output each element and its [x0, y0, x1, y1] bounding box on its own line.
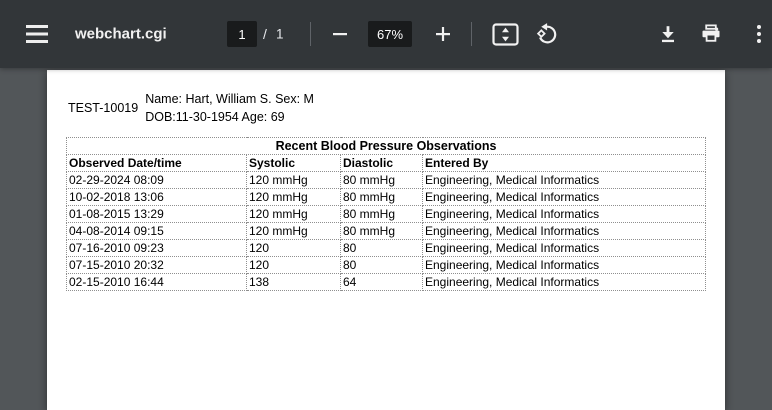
- print-icon: [700, 23, 722, 45]
- table-cell: Engineering, Medical Informatics: [421, 256, 707, 274]
- patient-name-sex: Name: Hart, William S. Sex: M: [145, 92, 314, 106]
- patient-id: TEST-10019: [68, 101, 139, 115]
- table-cell: 138: [246, 273, 341, 291]
- patient-header: TEST-10019 Name: Hart, William S. Sex: M…: [68, 90, 314, 126]
- table-row: 10-02-2018 13:06 120 mmHg 80 mmHg Engineeri…: [66, 188, 707, 206]
- plus-icon: [435, 26, 451, 42]
- table-cell: 10-02-2018 13:06: [66, 188, 247, 206]
- table-row: 07-15-2010 20:32 120 80 Engineering, Medica…: [66, 256, 707, 274]
- table-title-row: Recent Blood Pressure Observations: [65, 137, 707, 155]
- table-cell: Engineering, Medical Informatics: [421, 205, 707, 223]
- table-cell: 120: [246, 239, 341, 257]
- minus-icon: [332, 26, 348, 42]
- table-cell: Engineering, Medical Informatics: [421, 273, 707, 291]
- zoom-in-button[interactable]: [428, 19, 458, 49]
- table-cell: 02-15-2010 16:44: [66, 273, 247, 291]
- table-row: 01-08-2015 13:29 120 mmHg 80 mmHg Engineeri…: [66, 205, 707, 223]
- zoom-out-button[interactable]: [325, 19, 355, 49]
- table-cell: Engineering, Medical Informatics: [421, 171, 707, 189]
- table-cell: 80 mmHg: [340, 188, 423, 206]
- observations-table: Recent Blood Pressure Observations Obser…: [65, 137, 707, 291]
- table-cell: 80: [340, 239, 423, 257]
- table-cell: 120 mmHg: [246, 188, 341, 206]
- more-options-button[interactable]: [744, 19, 772, 49]
- observations-table-body: 02-29-2024 08:09 120 mmHg 80 mmHg Engineeri…: [66, 171, 707, 291]
- document-title: webchart.cgi: [75, 25, 167, 43]
- table-cell: 64: [340, 273, 423, 291]
- table-cell: 01-08-2015 13:29: [66, 205, 247, 223]
- table-cell: 04-08-2014 09:15: [66, 222, 247, 240]
- table-cell: 120 mmHg: [246, 205, 341, 223]
- table-row: 02-15-2010 16:44 138 64 Engineering, Medica…: [66, 273, 707, 291]
- patient-dob-age: DOB:11-30-1954 Age: 69: [145, 110, 285, 124]
- table-cell: Engineering, Medical Informatics: [421, 222, 707, 240]
- table-cell: 80: [340, 256, 423, 274]
- fit-to-page-button[interactable]: [490, 19, 520, 49]
- table-cell: 80 mmHg: [340, 171, 423, 189]
- column-header-diastolic: Diastolic: [340, 154, 423, 172]
- table-title: Recent Blood Pressure Observations: [65, 137, 707, 155]
- table-cell: Engineering, Medical Informatics: [421, 188, 707, 206]
- pdf-page: TEST-10019 Name: Hart, William S. Sex: M…: [47, 70, 725, 410]
- table-cell: 120: [246, 256, 341, 274]
- hamburger-menu-icon: [26, 25, 48, 43]
- table-row: 07-16-2010 09:23 120 80 Engineering, Medica…: [66, 239, 707, 257]
- column-header-entered-by: Entered By: [421, 154, 707, 172]
- vertical-ellipsis-icon: [755, 24, 763, 44]
- fit-to-page-icon: [491, 22, 519, 46]
- page-total: 1: [276, 26, 284, 42]
- column-header-observed: Observed Date/time: [66, 154, 247, 172]
- table-cell: 120 mmHg: [246, 171, 341, 189]
- download-button[interactable]: [653, 19, 683, 49]
- patient-info: Name: Hart, William S. Sex: M DOB:11-30-…: [145, 90, 314, 126]
- table-cell: Engineering, Medical Informatics: [421, 239, 707, 257]
- table-cell: 07-15-2010 20:32: [66, 256, 247, 274]
- rotate-counterclockwise-icon: [535, 22, 560, 47]
- table-cell: 80 mmHg: [340, 222, 423, 240]
- rotate-button[interactable]: [532, 19, 562, 49]
- print-button[interactable]: [696, 19, 726, 49]
- pdf-viewer-area: TEST-10019 Name: Hart, William S. Sex: M…: [0, 68, 772, 410]
- table-cell: 02-29-2024 08:09: [66, 171, 247, 189]
- toolbar-divider: [310, 22, 311, 46]
- toolbar-divider: [471, 22, 472, 46]
- pdf-viewer-toolbar: webchart.cgi / 1 67%: [0, 0, 772, 68]
- table-cell: 80 mmHg: [340, 205, 423, 223]
- page-separator: /: [263, 26, 267, 42]
- table-cell: 07-16-2010 09:23: [66, 239, 247, 257]
- menu-button[interactable]: [22, 19, 52, 49]
- table-header-row: Observed Date/time Systolic Diastolic En…: [66, 154, 707, 172]
- table-row: 04-08-2014 09:15 120 mmHg 80 mmHg Engineeri…: [66, 222, 707, 240]
- table-row: 02-29-2024 08:09 120 mmHg 80 mmHg Engineeri…: [66, 171, 707, 189]
- page-number-input[interactable]: [227, 21, 257, 47]
- download-icon: [658, 24, 678, 44]
- zoom-level-display: 67%: [368, 21, 412, 47]
- column-header-systolic: Systolic: [246, 154, 341, 172]
- table-cell: 120 mmHg: [246, 222, 341, 240]
